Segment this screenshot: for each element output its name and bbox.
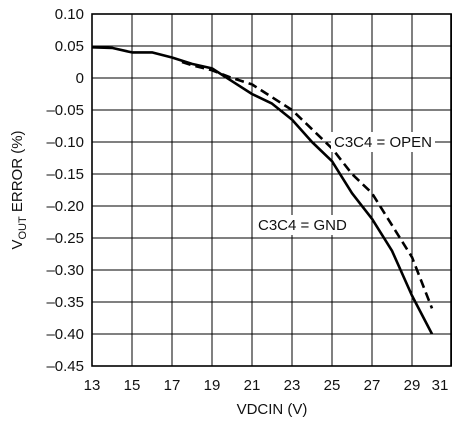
x-tick-label: 21 <box>244 377 261 394</box>
y-tick-label: 0.10 <box>55 6 84 23</box>
x-tick-label: 27 <box>364 377 381 394</box>
y-axis-label-prefix: V <box>9 240 26 250</box>
x-tick-label: 25 <box>324 377 341 394</box>
y-tick-label: –0.10 <box>46 134 84 151</box>
series-line-open <box>181 60 434 309</box>
y-tick-label: –0.25 <box>46 230 84 247</box>
y-tick-label: –0.45 <box>46 358 84 375</box>
x-tick-label: 13 <box>84 377 101 394</box>
y-tick-label: –0.30 <box>46 262 84 279</box>
annotation-label: C3C4 = GND <box>258 217 347 234</box>
y-tick-label: 0 <box>76 70 84 87</box>
y-axis-label-suffix: ERROR (%) <box>9 130 26 216</box>
x-tick-label: 29 <box>404 377 421 394</box>
y-tick-label: 0.05 <box>55 38 84 55</box>
x-tick-label: 17 <box>164 377 181 394</box>
series-lines <box>91 46 434 335</box>
annotation-background <box>331 132 435 152</box>
x-tick-label: 31 <box>432 377 449 394</box>
x-axis-label: VDCIN (V) <box>237 401 308 418</box>
x-tick-labels: 13 15 17 19 21 23 25 27 29 31 <box>84 377 449 394</box>
x-tick-label: 23 <box>284 377 301 394</box>
y-tick-label: –0.15 <box>46 166 84 183</box>
y-tick-label: –0.35 <box>46 294 84 311</box>
x-tick-label: 15 <box>124 377 141 394</box>
annotations: C3C4 = OPEN C3C4 = GND <box>255 132 435 235</box>
y-tick-label: –0.20 <box>46 198 84 215</box>
y-axis-label: VOUT ERROR (%) <box>9 130 29 249</box>
y-tick-label: –0.40 <box>46 326 84 343</box>
y-axis-label-subscript: OUT <box>17 216 29 240</box>
series-line-gnd <box>91 46 434 335</box>
x-tick-label: 19 <box>204 377 221 394</box>
annotation-background <box>255 215 353 235</box>
plot-frame <box>91 13 452 367</box>
grid <box>91 13 452 367</box>
annotation-label: C3C4 = OPEN <box>334 134 432 151</box>
y-tick-labels: 0.10 0.05 0 –0.05 –0.10 –0.15 –0.20 –0.25 –0.30 –… <box>46 6 84 375</box>
y-tick-label: –0.05 <box>46 102 84 119</box>
